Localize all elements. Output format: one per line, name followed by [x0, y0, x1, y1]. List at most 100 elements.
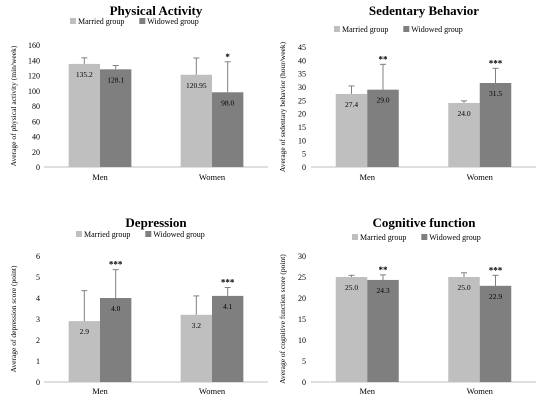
legend-swatch-widowed [403, 26, 410, 32]
significance-marker: ** [379, 54, 389, 64]
legend-label-widowed: Widowed group [429, 233, 480, 242]
legend-swatch-married [352, 234, 358, 240]
chart-legend: Married group Widowed group [70, 17, 199, 26]
bar-married [180, 314, 212, 382]
bar-married [448, 103, 480, 167]
y-tick-label: 5 [302, 357, 306, 366]
y-tick-label: 0 [36, 163, 40, 172]
x-tick-label: Men [359, 386, 375, 396]
chart-title: Depression [125, 215, 187, 230]
significance-marker: ** [379, 265, 389, 275]
bar-widowed [100, 298, 132, 382]
y-tick-label: 5 [302, 150, 306, 159]
y-tick-label: 0 [302, 163, 306, 172]
y-tick-label: 15 [298, 123, 306, 132]
chart-panel-4: Cognitive function Married group Widowed g… [278, 215, 536, 396]
y-tick-label: 10 [298, 336, 306, 345]
legend-label-married: Married group [78, 17, 124, 26]
bar-married [68, 321, 100, 382]
legend-label-married: Married group [360, 233, 406, 242]
legend-swatch-married [70, 18, 76, 24]
significance-marker: *** [489, 58, 503, 68]
chart-legend: Married group Widowed group [334, 25, 463, 34]
y-tick-label: 35 [298, 70, 306, 79]
y-tick-label: 0 [302, 378, 306, 387]
data-label: 25.0 [345, 283, 358, 292]
y-tick-label: 1 [36, 357, 40, 366]
data-label: 24.0 [457, 109, 470, 118]
x-tick-label: Women [199, 172, 226, 182]
chart-legend: Married group Widowed group [76, 230, 205, 239]
legend-label-widowed: Widowed group [411, 25, 462, 34]
bar-married [335, 277, 368, 382]
bar-widowed [212, 92, 244, 167]
chart-title: Physical Activity [110, 3, 203, 18]
y-tick-label: 10 [298, 136, 306, 145]
y-tick-label: 20 [298, 110, 306, 119]
data-label: 25.0 [457, 283, 470, 292]
y-tick-label: 6 [36, 252, 40, 261]
y-tick-label: 0 [36, 378, 40, 387]
y-tick-label: 100 [28, 87, 40, 96]
y-axis-title: Average of cognitive function score (poi… [278, 254, 287, 384]
data-label: 29.0 [376, 96, 389, 105]
y-tick-label: 80 [32, 102, 40, 111]
bar-married [335, 93, 368, 167]
x-tick-label: Men [359, 172, 375, 182]
bar-widowed [367, 279, 399, 382]
data-label: 4.1 [223, 302, 233, 311]
y-tick-label: 25 [298, 96, 306, 105]
data-label: 135.2 [76, 70, 93, 79]
x-tick-label: Women [467, 172, 494, 182]
y-axis-title: Average of depression score (point) [9, 265, 18, 372]
y-tick-label: 20 [32, 148, 40, 157]
legend-swatch-widowed [421, 234, 428, 240]
y-tick-label: 2 [36, 336, 40, 345]
legend-swatch-married [76, 231, 82, 237]
chart-title: Sedentary Behavior [369, 3, 479, 18]
y-tick-label: 4 [36, 294, 40, 303]
significance-marker: *** [221, 278, 235, 288]
x-tick-label: Women [467, 386, 494, 396]
legend-swatch-widowed [145, 231, 152, 237]
y-tick-label: 40 [32, 133, 40, 142]
data-label: 2.9 [80, 327, 90, 336]
significance-marker: *** [109, 260, 123, 270]
y-tick-label: 20 [298, 294, 306, 303]
y-tick-label: 5 [36, 273, 40, 282]
y-tick-label: 15 [298, 315, 306, 324]
bar-widowed [479, 83, 512, 167]
data-label: 3.2 [192, 321, 202, 330]
x-tick-label: Women [199, 386, 226, 396]
legend-swatch-married [334, 26, 340, 32]
data-label: 120.95 [186, 81, 207, 90]
legend-label-married: Married group [84, 230, 130, 239]
legend-swatch-widowed [139, 18, 146, 24]
y-tick-label: 45 [298, 43, 306, 52]
x-tick-label: Men [92, 172, 108, 182]
y-tick-label: 30 [298, 252, 306, 261]
legend-label-widowed: Widowed group [153, 230, 204, 239]
bar-widowed [100, 69, 132, 167]
chart-panel-2: Sedentary Behavior Married group Widowed g… [278, 3, 536, 182]
bar-widowed [367, 89, 399, 167]
data-label: 4.0 [111, 304, 121, 313]
legend-label-widowed: Widowed group [147, 17, 198, 26]
y-axis-title: Average of sedentary behavior (hour/week… [278, 41, 287, 172]
data-label: 22.9 [489, 292, 502, 301]
chart-title: Cognitive function [373, 215, 477, 230]
x-tick-label: Men [92, 386, 108, 396]
data-label: 24.3 [376, 286, 389, 295]
bar-married [180, 74, 212, 167]
data-label: 31.5 [489, 89, 502, 98]
y-tick-label: 120 [28, 72, 40, 81]
bar-widowed [479, 285, 512, 382]
y-tick-label: 30 [298, 83, 306, 92]
y-tick-label: 3 [36, 315, 40, 324]
bar-married [448, 277, 480, 382]
y-tick-label: 140 [28, 56, 40, 65]
chart-legend: Married group Widowed group [352, 233, 481, 242]
